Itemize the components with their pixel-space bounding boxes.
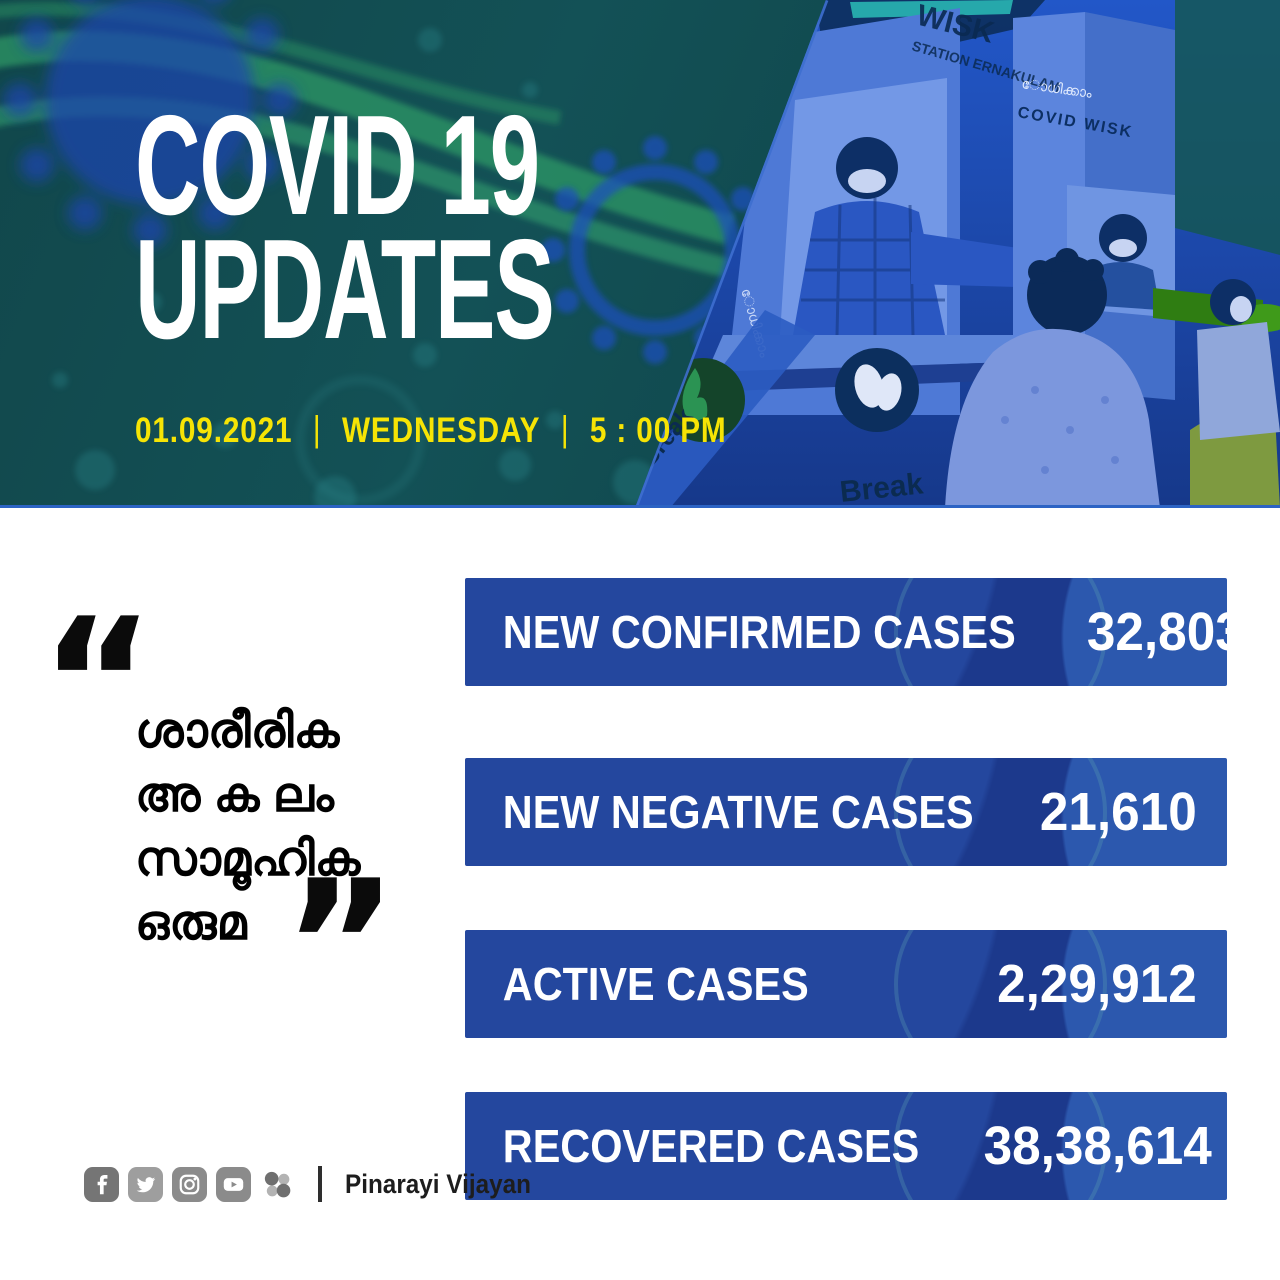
- clover-icon: [264, 1171, 291, 1197]
- quote-line: ശാരീരിക: [135, 705, 340, 758]
- stat-value: 32,803: [1086, 602, 1227, 662]
- glass-panel: [1175, 0, 1280, 255]
- kiosk-photo: Break WISK STATION ERNAKULAM ോധിക്കാം CO…: [634, 0, 1280, 508]
- youtube-icon: [216, 1166, 251, 1202]
- separator: |: [312, 408, 322, 449]
- facebook-icon: [84, 1166, 119, 1202]
- stat-label: RECOVERED CASES: [502, 1120, 920, 1172]
- separator: |: [560, 408, 570, 449]
- stat-bar-new-confirmed: NEW CONFIRMED CASES 32,803: [465, 578, 1227, 686]
- open-quote-mark: “: [40, 582, 155, 785]
- seated-person: [1190, 279, 1280, 505]
- stat-bar-new-negative: NEW NEGATIVE CASES 21,610: [465, 758, 1227, 866]
- malayalam-quote: ശാരീരിക അ ക ലം സാമൂഹിക ഒരുമ: [135, 700, 360, 956]
- title-line-2: UPDATES: [135, 209, 555, 369]
- stat-label: ACTIVE CASES: [502, 958, 809, 1010]
- stat-value: 2,29,912: [996, 954, 1197, 1014]
- header-banner: Break WISK STATION ERNAKULAM ോധിക്കാം CO…: [0, 0, 1280, 508]
- patient: [945, 248, 1160, 505]
- close-quote-mark: ”: [283, 844, 398, 1047]
- stat-label: NEW NEGATIVE CASES: [502, 786, 974, 838]
- twitter-icon: [128, 1166, 163, 1202]
- stat-value: 21,610: [1039, 782, 1197, 842]
- break-text: Break: [838, 467, 925, 508]
- time-text: 5 : 00 PM: [589, 411, 727, 450]
- stat-label: NEW CONFIRMED CASES: [502, 606, 1016, 658]
- attribution-text: Pinarayi Vijayan: [345, 1168, 531, 1199]
- separator-bar: [318, 1166, 322, 1202]
- quote-line: അ ക ലം: [135, 769, 334, 822]
- instagram-icon: [172, 1166, 207, 1202]
- quote-line: സാമൂഹിക: [135, 833, 361, 886]
- footer: Pinarayi Vijayan: [84, 1166, 552, 1202]
- day-text: WEDNESDAY: [342, 411, 541, 450]
- title-line-1: COVID 19: [135, 86, 540, 245]
- hand-wash-logo: [835, 348, 919, 432]
- page-title: COVID 19 UPDATES: [135, 86, 789, 369]
- stat-value: 38,38,614: [983, 1116, 1212, 1176]
- stat-bar-recovered: RECOVERED CASES 38,38,614: [465, 1092, 1227, 1200]
- date-text: 01.09.2021: [135, 411, 293, 450]
- quote-line: ഒരുമ: [135, 897, 247, 950]
- stat-bar-active: ACTIVE CASES 2,29,912: [465, 930, 1227, 1038]
- date-row: 01.09.2021 | WEDNESDAY | 5 : 00 PM: [135, 408, 727, 452]
- virus-decoration: [0, 0, 769, 505]
- virus-blob-icon: [3, 0, 297, 247]
